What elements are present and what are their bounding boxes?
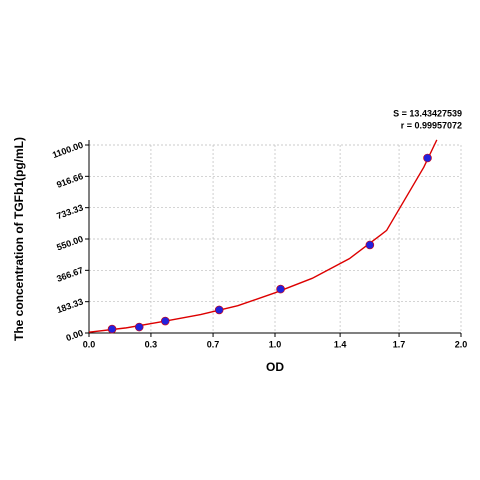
x-tick-label: 0.7 <box>207 339 220 349</box>
data-point <box>214 305 224 315</box>
y-tick-label: 733.33 <box>55 202 84 221</box>
x-tick-label: 1.7 <box>393 339 406 349</box>
y-tick-label: 0.00 <box>65 328 85 343</box>
data-point <box>107 324 117 334</box>
x-tick-label: 1.0 <box>269 339 282 349</box>
y-axis-label: The concentration of TGFb1(pg/mL) <box>12 137 26 341</box>
x-axis-label: OD <box>266 360 284 374</box>
data-point <box>276 284 285 294</box>
y-tick-label: 550.00 <box>55 234 84 253</box>
annotation: r = 0.99957072 <box>401 120 462 130</box>
data-point <box>160 316 170 326</box>
y-tick-label: 366.67 <box>55 265 84 284</box>
data-point <box>423 153 432 163</box>
y-tick-label: 183.33 <box>55 296 84 315</box>
fit-curve <box>88 139 438 333</box>
x-tick-label: 0.0 <box>83 339 96 349</box>
annotation: S = 13.43427539 <box>393 108 462 118</box>
x-tick-label: 1.4 <box>334 339 347 349</box>
data-point <box>134 322 144 332</box>
y-tick-label: 916.66 <box>55 171 84 190</box>
data-point <box>365 240 375 250</box>
x-tick-label: 2.0 <box>455 339 468 349</box>
y-tick-label: 1100.00 <box>51 140 85 160</box>
x-tick-label: 0.3 <box>145 339 158 349</box>
